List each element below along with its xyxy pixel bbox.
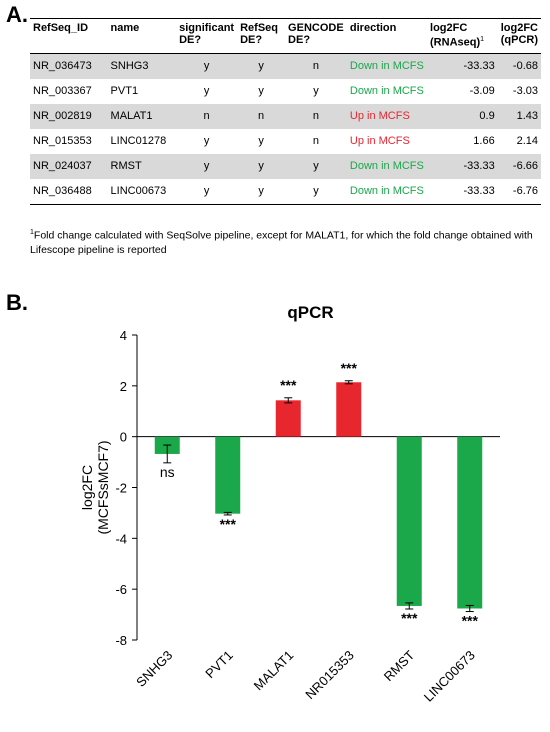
bar-malat1 bbox=[275, 400, 301, 437]
y-tick-label: -8 bbox=[115, 633, 127, 648]
table-footnote: 1Fold change calculated with SeqSolve pi… bbox=[30, 229, 533, 256]
header-log2fc-rnaseq: log2FC (RNAseq)1 bbox=[430, 22, 485, 49]
significance-label: *** bbox=[220, 516, 237, 532]
y-tick-label: 2 bbox=[120, 379, 127, 394]
cell-significant-de: y bbox=[203, 135, 210, 148]
cell-refseq-id: NR_003367 bbox=[33, 85, 92, 98]
cell-refseq-de: n bbox=[258, 110, 265, 123]
cell-gencode-de: y bbox=[313, 185, 319, 198]
cell-name: LINC01278 bbox=[110, 135, 167, 148]
cell-log2fc-rnaseq: -33.33 bbox=[463, 60, 495, 73]
header-direction: direction bbox=[349, 22, 397, 34]
table-row: NR_036488 LINC00673 y y y Down in MCFS -33.33 -… bbox=[30, 179, 541, 205]
cell-gencode-de: y bbox=[313, 160, 319, 173]
significance-label: *** bbox=[280, 377, 297, 393]
cell-refseq-de: y bbox=[258, 185, 264, 198]
cell-direction: Down in MCFS bbox=[349, 85, 424, 98]
cell-log2fc-qpcr: -0.68 bbox=[512, 60, 538, 73]
cell-significant-de: y bbox=[203, 185, 210, 198]
cell-refseq-id: NR_036473 bbox=[33, 60, 92, 73]
cell-direction: Down in MCFS bbox=[349, 185, 424, 198]
header-name: name bbox=[110, 22, 140, 34]
cell-significant-de: y bbox=[203, 85, 210, 98]
cell-log2fc-rnaseq: 1.66 bbox=[473, 135, 495, 148]
cell-significant-de: n bbox=[203, 110, 210, 123]
header-significant-de: significant DE? bbox=[179, 22, 235, 46]
table-row: NR_036473 SNHG3 y y n Down in MCFS -33.33 -0.68 bbox=[30, 53, 541, 79]
y-tick-label: -4 bbox=[115, 531, 127, 546]
cell-log2fc-rnaseq: -33.33 bbox=[463, 185, 495, 198]
cell-refseq-de: y bbox=[258, 160, 264, 173]
cell-log2fc-qpcr: -6.76 bbox=[512, 185, 538, 198]
cell-name: PVT1 bbox=[110, 85, 139, 98]
cell-refseq-de: y bbox=[258, 135, 264, 148]
cell-log2fc-qpcr: -6.66 bbox=[512, 160, 538, 173]
cell-name: LINC00673 bbox=[110, 185, 167, 198]
cell-log2fc-qpcr: -3.03 bbox=[512, 85, 538, 98]
bar-rmst bbox=[396, 436, 422, 606]
cell-refseq-id: NR_036488 bbox=[33, 185, 92, 198]
cell-direction: Down in MCFS bbox=[349, 160, 424, 173]
header-refseq-de: RefSeq DE? bbox=[240, 22, 278, 46]
cell-log2fc-rnaseq: 0.9 bbox=[479, 110, 495, 123]
cell-direction: Down in MCFS bbox=[349, 60, 424, 73]
y-tick-label: -6 bbox=[115, 582, 127, 597]
cell-gencode-de: y bbox=[313, 85, 319, 98]
bar-nr015353 bbox=[336, 382, 362, 437]
table-row: NR_024037 RMST y y y Down in MCFS -33.33 -6.66 bbox=[30, 153, 541, 179]
panel-b-label: B. bbox=[6, 290, 28, 315]
header-refseq-id: RefSeq_ID bbox=[33, 22, 89, 34]
cell-log2fc-rnaseq: -33.33 bbox=[463, 160, 495, 173]
bar-linc00673 bbox=[457, 436, 483, 609]
cell-significant-de: y bbox=[203, 160, 210, 173]
cell-gencode-de: n bbox=[312, 110, 320, 123]
cell-name: RMST bbox=[110, 160, 142, 173]
cell-log2fc-qpcr: 1.43 bbox=[516, 110, 538, 123]
table-header-row: RefSeq_ID name significant DE? RefSeq DE… bbox=[30, 18, 541, 54]
cell-name: MALAT1 bbox=[110, 110, 153, 123]
cell-refseq-id: NR_002819 bbox=[33, 110, 92, 123]
cell-refseq-de: y bbox=[258, 85, 264, 98]
x-tick-label: RMST bbox=[381, 647, 418, 684]
cell-direction: Up in MCFS bbox=[349, 135, 410, 148]
y-axis-title: log2FC(MCFSsMCF7) bbox=[79, 440, 111, 534]
significance-label: *** bbox=[341, 360, 358, 376]
table-row: NR_003367 PVT1 y y y Down in MCFS -3.09 -3.03 bbox=[30, 79, 541, 104]
lncrna-table: RefSeq_ID name significant DE? RefSeq DE… bbox=[30, 18, 541, 205]
y-tick-label: -2 bbox=[115, 481, 127, 496]
header-log2fc-qpcr: log2FC (qPCR) bbox=[500, 22, 538, 46]
header-gencode-de: GENCODE DE? bbox=[288, 22, 344, 46]
chart-title: qPCR bbox=[287, 303, 333, 322]
significance-label: *** bbox=[401, 610, 418, 626]
cell-significant-de: y bbox=[203, 60, 210, 73]
cell-refseq-id: NR_015353 bbox=[33, 135, 92, 148]
x-tick-label: SNHG3 bbox=[133, 648, 175, 690]
bar-pvt1 bbox=[215, 436, 241, 514]
cell-log2fc-qpcr: 2.14 bbox=[516, 135, 538, 148]
x-tick-label: PVT1 bbox=[202, 648, 236, 682]
table-row: NR_015353 LINC01278 y y n Up in MCFS 1.66 2.14 bbox=[30, 129, 541, 154]
cell-log2fc-rnaseq: -3.09 bbox=[469, 85, 495, 98]
x-tick-label: LINC00673 bbox=[421, 648, 478, 705]
significance-label: ns bbox=[160, 464, 175, 480]
table-row: NR_002819 MALAT1 n n n Up in MCFS 0.9 1.43 bbox=[30, 103, 541, 129]
cell-refseq-id: NR_024037 bbox=[33, 160, 92, 173]
cell-direction: Up in MCFS bbox=[349, 110, 410, 123]
y-tick-label: 0 bbox=[120, 430, 127, 445]
panel-a-label: A. bbox=[6, 2, 28, 27]
cell-name: SNHG3 bbox=[110, 60, 149, 73]
cell-gencode-de: n bbox=[312, 60, 320, 73]
significance-label: *** bbox=[462, 613, 479, 629]
cell-gencode-de: n bbox=[312, 135, 320, 148]
x-tick-label: MALAT1 bbox=[251, 648, 297, 694]
cell-refseq-de: y bbox=[258, 60, 264, 73]
x-tick-label: NR015353 bbox=[302, 648, 357, 703]
y-tick-label: 4 bbox=[120, 328, 127, 343]
